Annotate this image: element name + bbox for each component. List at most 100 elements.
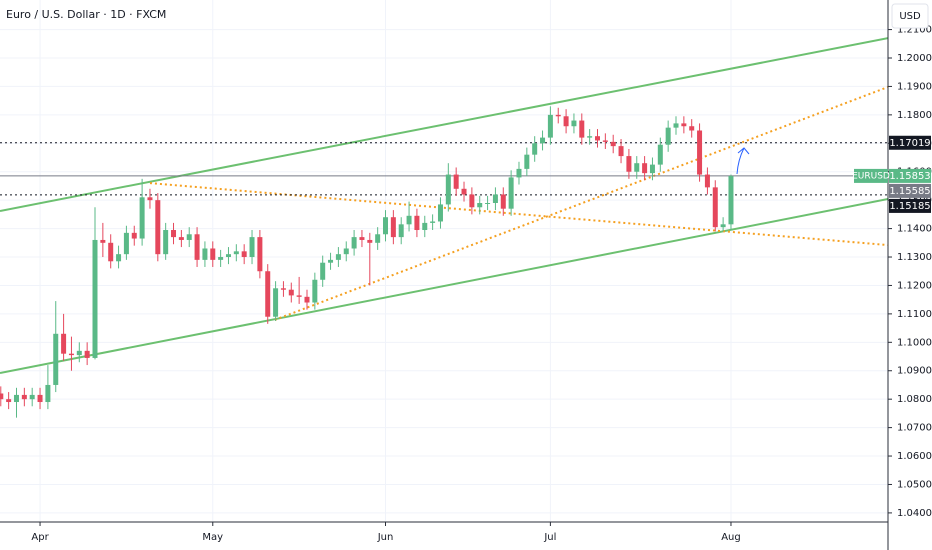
candle-body (61, 333, 67, 354)
candle-body (367, 239, 373, 243)
price-label: 1.15185 (889, 201, 930, 212)
x-tick-label: May (202, 532, 223, 543)
symbol-label: EURUSD (852, 171, 890, 181)
candle-body (712, 187, 718, 228)
candle-body (642, 163, 648, 174)
y-tick-label: 1.05000 (897, 479, 932, 490)
candle-body (257, 237, 263, 272)
plot-area (0, 37, 888, 418)
x-tick-label: Jun (377, 532, 394, 543)
candle-body (13, 394, 19, 403)
candle-body (233, 251, 239, 255)
candle-body (21, 394, 27, 400)
candle-body (210, 248, 216, 260)
candle-body (383, 217, 389, 235)
candle-body (728, 175, 734, 225)
trend-line (0, 198, 888, 375)
y-tick-label: 1.08000 (897, 394, 932, 405)
candle-body (398, 224, 404, 238)
candle-body (351, 237, 357, 249)
candle-body (0, 393, 4, 400)
chart-title: Euro / U.S. Dollar · 1D · FXCM (6, 8, 166, 21)
candle-body (634, 163, 640, 172)
price-label: 1.15853 (889, 171, 930, 182)
candle-body (406, 215, 412, 225)
candle-body (477, 203, 483, 208)
candle-body (469, 194, 475, 208)
candle-body (202, 248, 208, 260)
candle-body (296, 295, 302, 297)
y-tick-label: 1.12000 (897, 280, 932, 291)
candle-body (571, 120, 577, 127)
candle-body (437, 204, 443, 222)
candle-body (508, 177, 514, 209)
candle-body (697, 130, 703, 175)
y-tick-label: 1.06000 (897, 451, 932, 462)
candle-body (273, 288, 279, 317)
currency-label[interactable]: USD (899, 11, 921, 22)
trend-line (0, 37, 888, 212)
y-tick-label: 1.10000 (897, 337, 932, 348)
candle-body (171, 230, 177, 238)
candle-body (602, 140, 608, 142)
candle-body (430, 221, 436, 223)
y-tick-label: 1.09000 (897, 366, 932, 377)
candle-body (320, 262, 326, 280)
candle-body (108, 242, 114, 262)
candle-body (665, 127, 671, 145)
candle-body (587, 136, 593, 138)
candle-body (516, 168, 522, 178)
candle-body (288, 289, 294, 296)
candle-body (139, 197, 145, 239)
x-tick-label: Apr (31, 532, 49, 543)
currency-button[interactable] (891, 3, 929, 29)
candle-body (532, 143, 538, 155)
candle-body (657, 144, 663, 165)
candle-body (492, 194, 498, 203)
candle-body (280, 288, 286, 290)
price-label: 1.15585 (889, 186, 930, 197)
price-label-box (889, 168, 931, 183)
y-tick-label: 1.14000 (897, 224, 932, 235)
candle-body (163, 230, 169, 255)
candle-body (53, 333, 59, 385)
candle-body (461, 188, 467, 195)
candle-body (673, 123, 679, 128)
candle-body (375, 234, 381, 243)
price-label-box (889, 183, 931, 198)
candle-body (328, 259, 334, 263)
y-tick-label: 1.07000 (897, 423, 932, 434)
candle-body (594, 136, 600, 141)
candle-body (6, 399, 12, 403)
candle-body (155, 200, 161, 255)
candle-body (704, 174, 710, 188)
candle-body (186, 234, 192, 240)
candle-body (681, 123, 687, 127)
candle-body (689, 126, 695, 131)
candle-body (241, 251, 247, 258)
candle-body (343, 248, 349, 255)
candle-body (524, 154, 530, 169)
candle-body (618, 146, 624, 157)
y-tick-label: 1.04000 (897, 508, 932, 519)
candle-body (547, 114, 553, 138)
candle-body (178, 237, 184, 240)
candle-body (194, 234, 200, 260)
candle-body (579, 120, 585, 138)
candle-body (92, 239, 98, 358)
trend-line (274, 86, 888, 321)
candle-body (131, 232, 137, 239)
candle-body (45, 384, 51, 403)
candle-body (225, 254, 231, 258)
candle-body (649, 164, 655, 174)
candle-body (555, 114, 561, 117)
y-axis: 1.04000 1.05000 1.06000 1.07000 1.08000 1.090… (888, 25, 932, 519)
candle-body (84, 350, 90, 358)
candle-body (485, 203, 491, 204)
candle-body (610, 141, 616, 147)
y-tick-label: 1.20000 (897, 53, 932, 64)
candle-body (500, 194, 506, 209)
candle-body (29, 394, 35, 400)
candle-body (445, 174, 451, 205)
